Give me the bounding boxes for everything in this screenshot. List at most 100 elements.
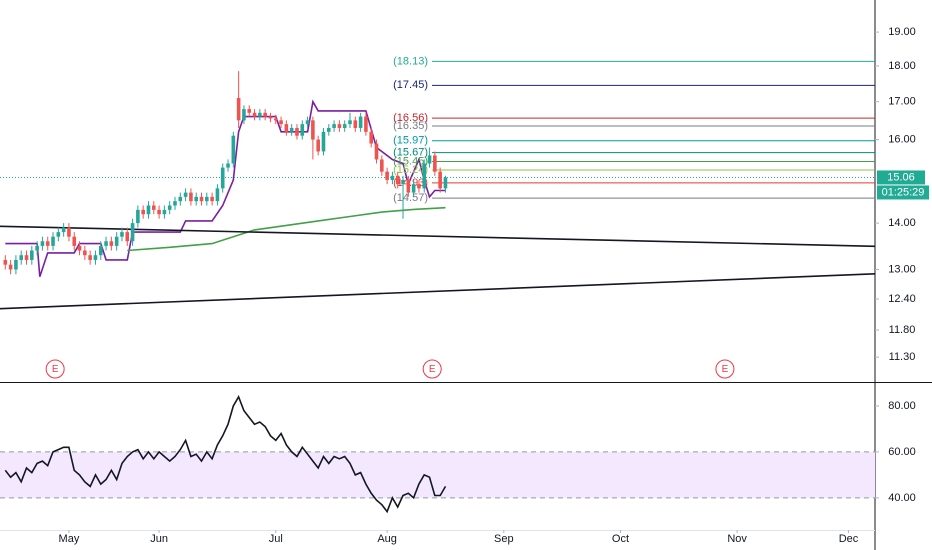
candle-body (369, 131, 374, 144)
y-tick-label: 11.80 (889, 324, 916, 336)
level-label: (15.24) (393, 164, 428, 176)
level-label: (15.45) (393, 155, 428, 167)
candle-body (194, 196, 199, 202)
candle-body (326, 127, 331, 132)
candle-body (141, 209, 145, 215)
candle-body (83, 250, 87, 256)
candle-body (411, 184, 416, 193)
y-tick-label: 60.00 (888, 446, 916, 458)
candle-body (247, 109, 252, 113)
candle-body (19, 255, 24, 260)
candle-body (433, 155, 437, 172)
candle-body (268, 116, 273, 119)
candle-body (151, 205, 156, 210)
candle-body (417, 184, 421, 189)
level-label: (18.13) (393, 55, 428, 67)
candle-body (348, 120, 352, 125)
y-tick-label: 12.40 (888, 293, 916, 305)
candle-body (77, 245, 82, 251)
candle-body (67, 227, 71, 237)
candle-body (422, 163, 427, 189)
candle-body (98, 245, 103, 256)
candle-body (93, 255, 98, 260)
x-tick-label: May (59, 533, 80, 545)
earnings-marker (422, 359, 442, 379)
candle-body (321, 131, 326, 152)
candle-body (146, 205, 151, 215)
candle-body (199, 196, 204, 202)
candle-body (189, 192, 193, 202)
candle-body (427, 155, 432, 164)
candle-body (114, 236, 119, 246)
earnings-label: E (52, 364, 59, 375)
level-label: (14.57) (393, 192, 428, 204)
candle-body (120, 232, 124, 237)
earnings-marker (715, 359, 735, 379)
earnings-label: E (429, 364, 436, 375)
candle-body (45, 241, 50, 246)
candle-body (8, 264, 13, 270)
candle-body (220, 167, 225, 189)
x-tick-label: Jul (269, 533, 283, 545)
candle-body (3, 259, 8, 265)
candle-body (236, 97, 241, 121)
candle-body (157, 209, 161, 215)
candle-body (242, 109, 246, 121)
earnings-marker (45, 359, 65, 379)
y-tick-label: 19.00 (888, 26, 916, 38)
candle-body (279, 120, 283, 125)
candle-body (374, 143, 379, 160)
candle-body (438, 171, 442, 189)
candle-body (56, 232, 61, 237)
candle-body (215, 188, 220, 202)
candle-body (395, 175, 400, 185)
candle-body (300, 124, 305, 136)
candle-body (61, 227, 66, 233)
indicator-line (0, 225, 876, 248)
rsi-band (0, 451, 875, 498)
candle-body (284, 124, 289, 132)
candle-body (178, 196, 183, 202)
candle-body (167, 205, 172, 210)
candle-body (443, 177, 448, 189)
candle-body (380, 159, 384, 172)
level-label: (15.67) (393, 147, 428, 159)
x-tick-label: Oct (612, 533, 629, 545)
candle-body (30, 250, 34, 260)
x-tick-label: Jun (150, 533, 168, 545)
countdown-box (877, 185, 929, 200)
y-tick-label: 80.00 (888, 400, 916, 412)
candle-body (305, 120, 310, 125)
y-tick-label: 18.00 (888, 60, 916, 72)
candle-body (231, 135, 236, 164)
candle-body (130, 223, 135, 242)
y-tick-label: 11.30 (889, 351, 916, 363)
x-tick-label: Dec (839, 533, 859, 545)
candle-body (263, 112, 267, 117)
y-tick-label: 17.00 (888, 96, 916, 108)
candle-body (125, 232, 130, 242)
indicator-line (127, 206, 446, 252)
candle-body (136, 209, 140, 224)
candle-body (390, 175, 395, 180)
candle-body (88, 255, 92, 260)
candle-body (364, 116, 368, 132)
candle-body (40, 241, 45, 246)
candle-body (205, 196, 209, 202)
candle-body (316, 139, 320, 152)
candle-body (273, 118, 278, 121)
candle-body (332, 124, 336, 128)
candle-body (401, 179, 405, 185)
level-label: (16.56) (393, 112, 428, 124)
candle-body (183, 192, 188, 197)
candle-body (51, 236, 55, 246)
earnings-label: E (722, 364, 729, 375)
candle-body (342, 124, 347, 128)
y-tick-label: 13.00 (888, 263, 916, 275)
level-label: (17.45) (393, 79, 428, 91)
x-tick-label: Aug (377, 533, 397, 545)
candle-body (173, 201, 177, 206)
candle-body (258, 112, 262, 117)
x-tick-label: Nov (727, 533, 747, 545)
